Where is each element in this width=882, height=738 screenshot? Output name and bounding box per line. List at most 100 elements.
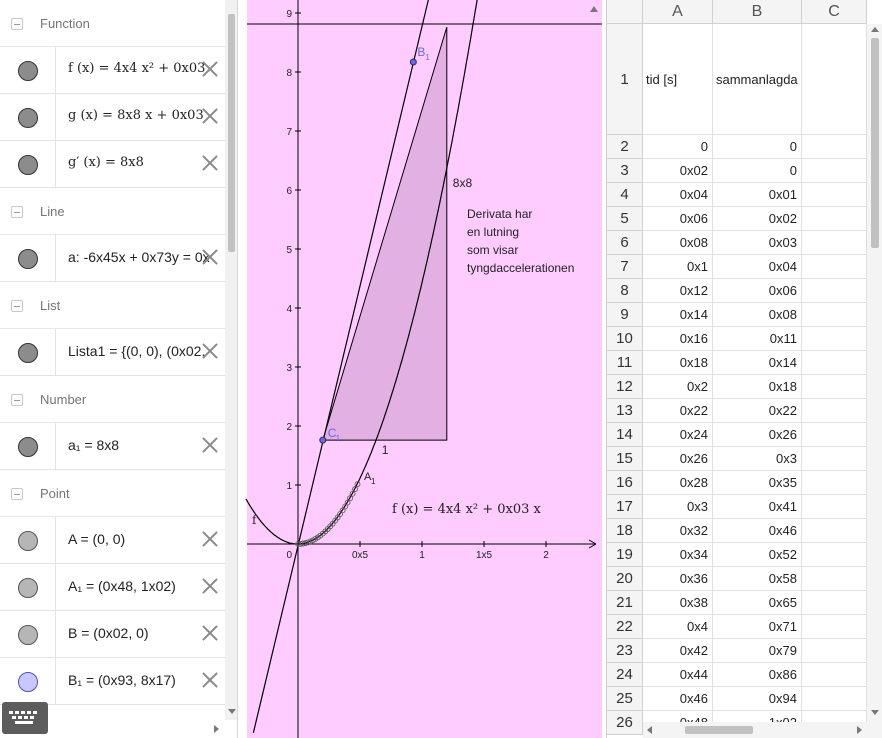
scroll-up-icon[interactable] (871, 27, 879, 32)
scroll-down-icon[interactable] (228, 709, 236, 714)
algebra-expression[interactable]: B₁ = (0x93, 8x17) (68, 672, 176, 688)
row-header-19[interactable]: 19 (607, 543, 643, 567)
row-header-15[interactable]: 15 (607, 447, 643, 471)
delete-icon[interactable] (200, 153, 220, 173)
algebra-expression[interactable]: a₁ = 8x8 (68, 437, 120, 453)
graphics-view[interactable]: 0x5 1 1x5 2 1 2 3 4 5 6 7 8 9 0 8x8 1 Derivata har en lut… (240, 0, 602, 738)
scroll-up-icon[interactable] (590, 6, 598, 12)
algebra-scrollbar[interactable] (225, 0, 237, 720)
delete-icon[interactable] (200, 529, 220, 549)
algebra-expression[interactable]: a: -6x45x + 0x73y = 0x02 (68, 249, 210, 265)
row-header-25[interactable]: 25 (607, 687, 643, 711)
cell-c25[interactable] (802, 687, 867, 711)
list-point[interactable] (342, 503, 349, 510)
visibility-marble-icon[interactable] (18, 343, 38, 363)
cell-b7[interactable]: 0x04 (713, 255, 802, 279)
spreadsheet-vertical-thumb[interactable] (871, 38, 879, 248)
delete-icon[interactable] (200, 106, 220, 126)
algebra-item-gprime[interactable]: g′ (x) = 8x8 (0, 141, 225, 188)
algebra-item-lista1[interactable]: Lista1 = {(0, 0), (0x02, 0) (0, 329, 225, 376)
cell-c9[interactable] (802, 303, 867, 327)
cell-b17[interactable]: 0x41 (713, 495, 802, 519)
collapse-icon[interactable] (11, 300, 23, 312)
algebra-expression[interactable]: f (x) = 4x4 x² + 0x03 x (68, 61, 210, 76)
collapse-icon[interactable] (11, 488, 23, 500)
cell-c17[interactable] (802, 495, 867, 519)
row-header-23[interactable]: 23 (607, 639, 643, 663)
cell-b8[interactable]: 0x06 (713, 279, 802, 303)
cell-c11[interactable] (802, 351, 867, 375)
cell-b10[interactable]: 0x11 (713, 327, 802, 351)
row-header-18[interactable]: 18 (607, 519, 643, 543)
row-header-22[interactable]: 22 (607, 615, 643, 639)
collapse-icon[interactable] (11, 206, 23, 218)
cell-a19[interactable]: 0x34 (643, 543, 713, 567)
visibility-toggle[interactable] (0, 47, 56, 93)
cell-c6[interactable] (802, 231, 867, 255)
visibility-marble-icon[interactable] (18, 108, 38, 128)
cell-a7[interactable]: 0x1 (643, 255, 713, 279)
column-header-a[interactable]: A (643, 0, 713, 24)
delete-icon[interactable] (200, 576, 220, 596)
cell-b18[interactable]: 0x46 (713, 519, 802, 543)
cell-c22[interactable] (802, 615, 867, 639)
cell-c24[interactable] (802, 663, 867, 687)
cell-c15[interactable] (802, 447, 867, 471)
row-header-6[interactable]: 6 (607, 231, 643, 255)
collapse-icon[interactable] (11, 18, 23, 30)
row-header-21[interactable]: 21 (607, 591, 643, 615)
cell-a21[interactable]: 0x38 (643, 591, 713, 615)
list-point[interactable] (352, 486, 358, 492)
cell-c7[interactable] (802, 255, 867, 279)
cell-a1[interactable]: tid [s] (643, 24, 713, 135)
list-point[interactable] (347, 495, 353, 502)
delete-icon[interactable] (200, 341, 220, 361)
visibility-toggle[interactable] (0, 94, 56, 140)
algebra-expression[interactable]: g (x) = 8x8 x + 0x03 (68, 108, 204, 123)
algebra-item-g[interactable]: g (x) = 8x8 x + 0x03 (0, 94, 225, 141)
cell-c10[interactable] (802, 327, 867, 351)
visibility-toggle[interactable] (0, 235, 56, 281)
cell-b20[interactable]: 0x58 (713, 567, 802, 591)
cell-c16[interactable] (802, 471, 867, 495)
row-header-7[interactable]: 7 (607, 255, 643, 279)
algebra-expression[interactable]: A = (0, 0) (68, 531, 126, 547)
row-header-1[interactable]: 1 (607, 24, 643, 135)
algebra-item-pointB1[interactable]: B₁ = (0x93, 8x17) (0, 658, 225, 705)
cell-a20[interactable]: 0x36 (643, 567, 713, 591)
cell-a13[interactable]: 0x22 (643, 399, 713, 423)
visibility-marble-icon[interactable] (18, 578, 38, 598)
cell-b14[interactable]: 0x26 (713, 423, 802, 447)
cell-c2[interactable] (802, 135, 867, 159)
cell-c13[interactable] (802, 399, 867, 423)
scroll-left-icon[interactable] (647, 726, 652, 734)
cell-b1[interactable]: sammanlagda s (713, 24, 802, 135)
cell-b13[interactable]: 0x22 (713, 399, 802, 423)
delete-icon[interactable] (200, 247, 220, 267)
spreadsheet-corner[interactable] (607, 0, 643, 24)
cell-a16[interactable]: 0x28 (643, 471, 713, 495)
row-header-8[interactable]: 8 (607, 279, 643, 303)
spreadsheet-horizontal-thumb[interactable] (685, 726, 753, 734)
visibility-marble-icon[interactable] (18, 155, 38, 175)
cell-a18[interactable]: 0x32 (643, 519, 713, 543)
cell-b15[interactable]: 0x3 (713, 447, 802, 471)
keyboard-button[interactable] (2, 702, 48, 734)
algebra-horizontal-scrollbar[interactable] (0, 720, 225, 738)
cell-a8[interactable]: 0x12 (643, 279, 713, 303)
row-header-16[interactable]: 16 (607, 471, 643, 495)
row-header-26[interactable]: 26 (607, 711, 643, 735)
row-header-13[interactable]: 13 (607, 399, 643, 423)
cell-b22[interactable]: 0x71 (713, 615, 802, 639)
delete-icon[interactable] (200, 435, 220, 455)
scroll-right-icon[interactable] (214, 725, 219, 733)
cell-a24[interactable]: 0x44 (643, 663, 713, 687)
row-header-3[interactable]: 3 (607, 159, 643, 183)
cell-c3[interactable] (802, 159, 867, 183)
algebra-expression[interactable]: g′ (x) = 8x8 (68, 155, 144, 170)
row-header-10[interactable]: 10 (607, 327, 643, 351)
cell-b21[interactable]: 0x65 (713, 591, 802, 615)
visibility-toggle[interactable] (0, 517, 56, 563)
delete-icon[interactable] (200, 59, 220, 79)
visibility-marble-icon[interactable] (18, 61, 38, 81)
